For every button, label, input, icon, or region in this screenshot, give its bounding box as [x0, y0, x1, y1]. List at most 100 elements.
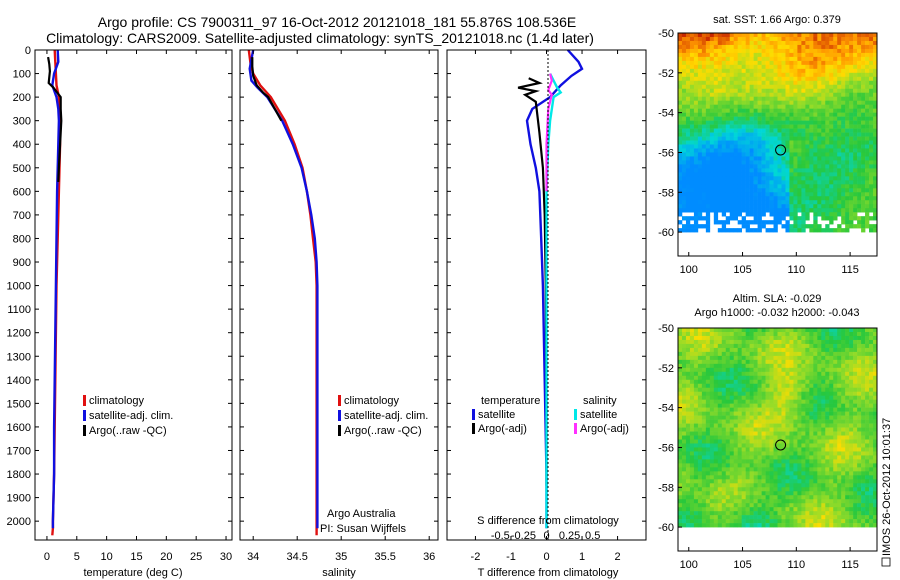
heatmap-cell	[697, 447, 703, 452]
heatmap-cell	[773, 407, 778, 412]
heatmap-cell	[817, 88, 822, 94]
heatmap-cell	[725, 220, 731, 225]
heatmap-cell	[713, 40, 719, 46]
heatmap-cell	[841, 499, 846, 504]
heatmap-cell	[753, 463, 758, 468]
heatmap-cell	[789, 124, 794, 129]
heatmap-cell	[853, 164, 858, 169]
heatmap-cell	[733, 100, 738, 105]
heatmap-cell	[685, 475, 691, 480]
heatmap-cell	[801, 387, 806, 393]
heatmap-cell	[781, 503, 786, 508]
heatmap-cell	[793, 399, 798, 404]
heatmap-cell	[689, 52, 695, 58]
heatmap-cell	[821, 467, 826, 472]
heatmap-cell	[777, 48, 782, 54]
heatmap-cell	[841, 459, 846, 464]
heatmap-cell	[725, 455, 731, 460]
heatmap-cell	[681, 172, 687, 177]
heatmap-cell	[717, 355, 723, 361]
heatmap-cell	[817, 328, 822, 333]
heatmap-cell	[725, 387, 731, 393]
heatmap-cell	[685, 467, 691, 472]
heatmap-cell	[753, 216, 758, 221]
heatmap-cell	[849, 491, 854, 496]
heatmap-cell	[689, 44, 695, 50]
heatmap-cell	[685, 60, 691, 66]
heatmap-cell	[697, 152, 703, 157]
heatmap-cell	[757, 387, 762, 393]
heatmap-cell	[753, 188, 758, 193]
heatmap-cell	[777, 200, 782, 205]
heatmap-cell	[697, 64, 703, 70]
heatmap-cell	[801, 172, 806, 177]
heatmap-cell	[857, 216, 862, 221]
heatmap-cell	[733, 403, 738, 408]
heatmap-cell	[729, 172, 735, 177]
heatmap-cell	[737, 100, 742, 105]
heatmap-cell	[813, 387, 818, 393]
heatmap-cell	[841, 120, 846, 125]
heatmap-cell	[849, 479, 854, 484]
heatmap-cell	[853, 88, 858, 94]
heatmap-cell	[701, 331, 707, 337]
heatmap-cell	[825, 371, 830, 377]
heatmap-cell	[841, 188, 846, 193]
heatmap-cell	[761, 503, 766, 508]
heatmap-cell	[765, 92, 770, 98]
heatmap-cell	[753, 172, 758, 177]
heatmap-cell	[741, 84, 746, 90]
heatmap-cell	[721, 455, 727, 460]
heatmap-cell	[841, 467, 846, 472]
heatmap-cell	[678, 56, 683, 62]
heatmap-cell	[685, 403, 691, 408]
heatmap-cell	[678, 136, 683, 141]
heatmap-cell	[713, 367, 719, 373]
heatmap-cell	[713, 216, 719, 221]
heatmap-cell	[737, 447, 742, 452]
heatmap-cell	[861, 403, 866, 408]
heatmap-cell	[701, 36, 707, 42]
heatmap-cell	[733, 48, 738, 54]
heatmap-cell	[789, 483, 794, 488]
heatmap-cell	[693, 415, 699, 420]
heatmap-cell	[685, 188, 691, 193]
heatmap-cell	[697, 180, 703, 185]
heatmap-cell	[849, 164, 854, 169]
heatmap-cell	[709, 160, 715, 165]
heatmap-cell	[749, 419, 754, 424]
heatmap-cell	[725, 40, 731, 46]
heatmap-cell	[701, 407, 707, 412]
heatmap-cell	[809, 128, 814, 133]
heatmap-cell	[813, 411, 818, 416]
heatmap-cell	[725, 208, 731, 213]
heatmap-cell	[857, 411, 862, 416]
heatmap-cell	[841, 168, 846, 173]
heatmap-cell	[797, 463, 802, 468]
heatmap-cell	[821, 80, 826, 86]
heatmap-cell	[733, 196, 738, 201]
heatmap-cell	[713, 120, 719, 125]
heatmap-cell	[741, 403, 746, 408]
heatmap-cell	[869, 136, 874, 141]
legend-label: Argo(-adj)	[580, 423, 629, 435]
heatmap-cell	[701, 415, 707, 420]
heatmap-cell	[857, 76, 862, 82]
heatmap-cell	[841, 451, 846, 456]
heatmap-cell	[829, 124, 834, 129]
heatmap-cell	[849, 40, 854, 46]
heatmap-cell	[753, 487, 758, 492]
heatmap-cell	[805, 375, 810, 381]
heatmap-cell	[765, 60, 770, 66]
heatmap-cell	[853, 188, 858, 193]
heatmap-cell	[773, 124, 778, 129]
heatmap-cell	[781, 447, 786, 452]
heatmap-cell	[717, 204, 723, 209]
heatmap-cell	[833, 427, 838, 432]
heatmap-cell	[685, 379, 691, 385]
heatmap-cell	[721, 491, 727, 496]
heatmap-cell	[857, 347, 862, 353]
heatmap-cell	[705, 427, 711, 432]
heatmap-cell	[809, 411, 814, 416]
heatmap-cell	[693, 507, 699, 512]
